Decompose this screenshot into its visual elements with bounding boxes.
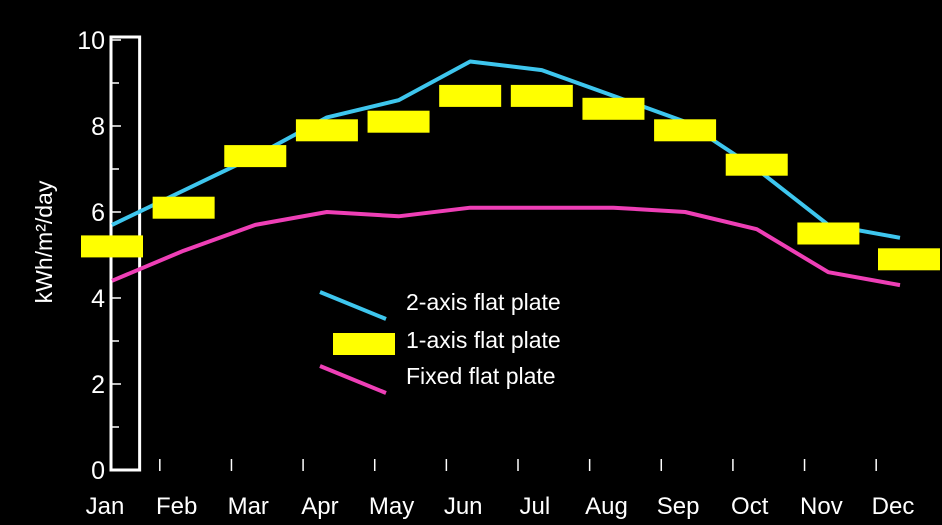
bar-marker-sep [654, 119, 717, 142]
data-point-fixed-flat-plate-nov [827, 271, 829, 273]
series-fixed-flat-plate [111, 205, 901, 288]
legend-swatch-2-axis-flat-plate [319, 290, 387, 321]
data-point-fixed-flat-plate-mar [254, 224, 256, 226]
data-point-fixed-flat-plate-sep [684, 211, 686, 213]
x-tick-label-aug: Aug [585, 493, 628, 520]
x-tick-label-nov: Nov [800, 493, 843, 520]
x-tick-label-jul: Jul [519, 493, 550, 520]
legend-label-fixed-flat-plate: Fixed flat plate [406, 363, 556, 389]
y-tick-label: 6 [91, 199, 105, 227]
series-1-axis-flat-plate [81, 84, 940, 271]
y-axis-label: kWh/m²/day [31, 180, 57, 303]
data-point-2-axis-flat-plate-aug [612, 95, 614, 97]
x-tick-label-oct: Oct [731, 493, 769, 520]
data-point-fixed-flat-plate-dec [899, 284, 901, 286]
data-point-fixed-flat-plate-apr [326, 211, 328, 213]
legend-swatch-1-axis-flat-plate [333, 333, 395, 355]
y-tick-label: 10 [77, 27, 105, 55]
y-tick-label: 2 [91, 371, 105, 399]
bar-marker-oct [725, 153, 788, 176]
x-tick-label-jun: Jun [444, 493, 483, 520]
legend-swatch-fixed-flat-plate [319, 364, 387, 395]
data-point-fixed-flat-plate-jun [469, 207, 471, 209]
x-tick-label-jan: Jan [86, 493, 125, 520]
data-point-fixed-flat-plate-may [397, 215, 399, 217]
series-line-fixed-flat-plate [111, 205, 901, 288]
data-point-fixed-flat-plate-feb [182, 250, 184, 252]
bar-marker-mar [224, 145, 287, 168]
bar-marker-nov [797, 222, 860, 245]
bar-marker-feb [152, 196, 215, 219]
data-point-fixed-flat-plate-oct [756, 228, 758, 230]
data-point-2-axis-flat-plate-jun [469, 60, 471, 62]
bar-marker-dec [878, 248, 940, 271]
x-tick-label-sep: Sep [657, 493, 700, 520]
data-point-2-axis-flat-plate-jul [541, 69, 543, 71]
tick-labels-group: 0 2 4 6 8 10 Jan Feb Mar Apr May Jun Jul Aug Sep Oct Nov… [31, 27, 914, 520]
data-point-2-axis-flat-plate-jan [111, 224, 113, 226]
x-tick-label-may: May [369, 493, 414, 520]
data-point-2-axis-flat-plate-may [397, 99, 399, 101]
series-group [81, 35, 940, 472]
bar-marker-jan [81, 235, 143, 258]
legend: 2-axis flat plate 1-axis flat plate Fixed … [319, 289, 561, 395]
bar-marker-may [367, 110, 430, 133]
y-tick-label: 0 [91, 457, 105, 485]
x-tick-label-apr: Apr [301, 493, 338, 520]
data-point-2-axis-flat-plate-apr [326, 116, 328, 118]
legend-label-2-axis-flat-plate: 2-axis flat plate [406, 289, 561, 315]
bar-marker-jul [510, 84, 573, 107]
x-tick-label-dec: Dec [872, 493, 915, 520]
y-tick-label: 4 [91, 285, 105, 313]
y-tick-label: 8 [91, 113, 105, 141]
data-point-fixed-flat-plate-jul [541, 207, 543, 209]
data-point-2-axis-flat-plate-feb [182, 189, 184, 191]
bar-marker-jun [439, 84, 502, 107]
bar-marker-aug [582, 97, 645, 120]
x-tick-label-feb: Feb [156, 493, 197, 520]
data-point-2-axis-flat-plate-dec [899, 237, 901, 239]
data-point-fixed-flat-plate-jan [111, 280, 113, 282]
x-tick-label-mar: Mar [228, 493, 269, 520]
legend-label-1-axis-flat-plate: 1-axis flat plate [406, 327, 561, 353]
data-point-fixed-flat-plate-aug [612, 207, 614, 209]
bar-marker-apr [295, 119, 358, 142]
